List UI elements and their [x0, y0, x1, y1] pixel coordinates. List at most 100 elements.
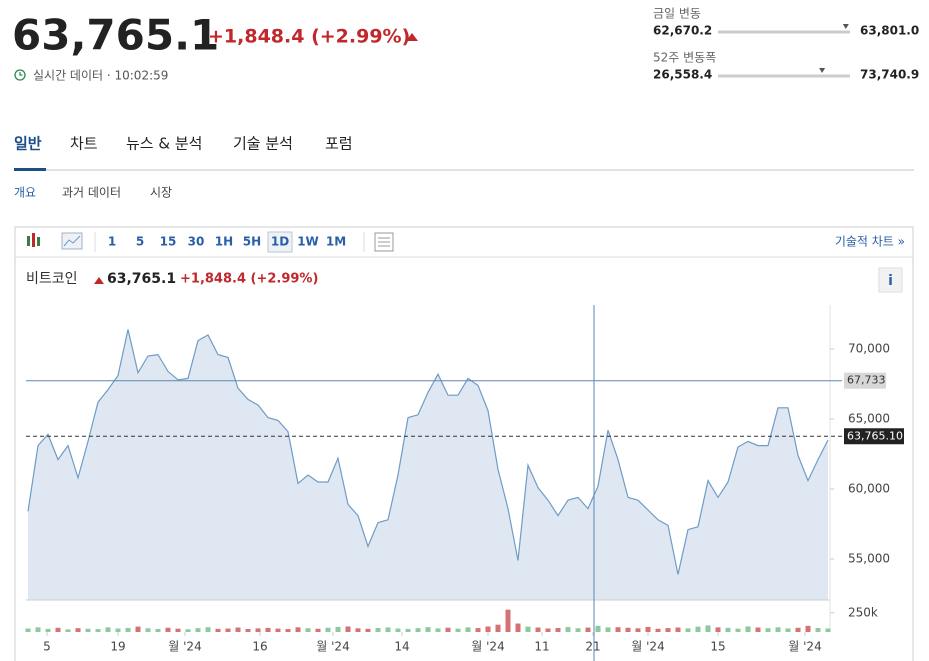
volume-bar — [275, 628, 281, 632]
instrument-name: 비트코인 — [26, 271, 78, 287]
volume-bar — [285, 629, 291, 632]
volume-bar — [765, 628, 771, 632]
y-tick-label: 70,000 — [848, 341, 890, 355]
volume-bar — [555, 628, 561, 632]
volume-bar — [815, 628, 821, 632]
info-button[interactable] — [878, 267, 903, 293]
volume-tick-label: 250k — [848, 605, 878, 619]
volume-bar — [145, 628, 151, 632]
volume-bar — [775, 627, 781, 632]
volume-bar — [185, 629, 191, 632]
subtab[interactable]: 개요 — [14, 186, 36, 200]
interval-button[interactable]: 1M — [326, 235, 346, 249]
timestamp: 실시간 데이터 · 10:02:59 — [33, 69, 168, 83]
volume-bar — [165, 627, 171, 632]
volume-bar — [265, 627, 271, 632]
tab[interactable]: 기술 분석 — [233, 135, 293, 153]
volume-bar — [335, 626, 341, 632]
table-icon-lines — [378, 237, 390, 247]
reference-label: 67,733 — [847, 374, 886, 387]
range-low: 62,670.2 — [653, 24, 712, 38]
interval-button[interactable]: 30 — [188, 235, 205, 249]
volume-bar — [475, 628, 481, 632]
volume-bar — [385, 627, 391, 632]
advanced-chart-link[interactable]: 기술적 차트 » — [835, 235, 905, 249]
y-tick-label: 55,000 — [848, 551, 890, 565]
interval-button[interactable]: 1D — [271, 235, 289, 249]
volume-bar — [645, 626, 651, 632]
volume-bar — [635, 628, 641, 632]
subtab[interactable]: 과거 데이터 — [62, 186, 121, 200]
subtab[interactable]: 시장 — [150, 186, 172, 200]
tab[interactable]: 차트 — [70, 135, 98, 153]
volume-bar — [395, 628, 401, 632]
candle-icon[interactable] — [27, 233, 40, 247]
interval-button[interactable]: 1H — [215, 235, 233, 249]
volume-bar — [425, 627, 431, 632]
volume-bar — [805, 625, 811, 632]
volume-bar — [225, 628, 231, 632]
active-tab-underline — [14, 168, 46, 171]
range-low: 26,558.4 — [653, 68, 712, 82]
volume-bar — [825, 628, 831, 632]
volume-bar — [55, 627, 61, 632]
volume-bar — [795, 627, 801, 632]
tab[interactable]: 포럼 — [325, 135, 353, 153]
volume-bar — [375, 628, 381, 632]
x-tick-label: 14 — [394, 640, 409, 654]
volume-bar — [35, 627, 41, 632]
interval-button[interactable]: 5H — [243, 235, 261, 249]
volume-bar — [485, 626, 491, 632]
interval-button[interactable]: 1W — [297, 235, 319, 249]
x-tick-label: 21 — [585, 640, 600, 654]
volume-bar — [355, 628, 361, 632]
active-interval-box — [267, 231, 293, 253]
volume-bar — [565, 627, 571, 632]
volume-bar — [305, 628, 311, 632]
volume-bar — [655, 628, 661, 632]
x-tick-label: 월 '24 — [788, 640, 821, 654]
legend-price: 63,765.1 — [107, 271, 176, 287]
interval-button[interactable]: 15 — [160, 235, 177, 249]
x-tick-label: 16 — [252, 640, 267, 654]
legend-up-arrow — [94, 277, 104, 284]
range-title: 금일 변동 — [653, 7, 701, 21]
range-marker — [842, 24, 849, 29]
y-tick-label: 60,000 — [848, 481, 890, 495]
volume-bar — [295, 627, 301, 632]
price: 63,765.1 — [12, 11, 219, 60]
volume-bar — [205, 627, 211, 632]
volume-bar — [525, 626, 531, 632]
volume-bar — [135, 626, 141, 632]
up-arrow — [406, 33, 418, 41]
area-chart-icon-line — [63, 235, 81, 247]
volume-bar — [315, 628, 321, 632]
volume-bar — [235, 627, 241, 632]
price-line — [27, 329, 829, 575]
x-tick-label: 19 — [110, 640, 125, 654]
volume-bar — [545, 628, 551, 632]
volume-bar — [715, 627, 721, 632]
volume-bar — [755, 627, 761, 632]
volume-bar — [505, 609, 511, 632]
volume-bar — [435, 628, 441, 632]
interval-button[interactable]: 1 — [108, 235, 116, 249]
volume-bar — [45, 628, 51, 632]
tab[interactable]: 뉴스 & 분석 — [126, 135, 202, 153]
area-chart-icon[interactable] — [61, 232, 83, 250]
price-area — [28, 329, 828, 600]
volume-bar — [605, 627, 611, 632]
volume-bar — [25, 628, 31, 632]
volume-bar — [515, 623, 521, 632]
volume-bar — [175, 628, 181, 632]
tab[interactable]: 일반 — [14, 135, 42, 153]
volume-bar — [105, 627, 111, 632]
volume-bar — [495, 624, 501, 632]
chart-frame — [14, 226, 914, 661]
volume-bar — [675, 627, 681, 632]
volume-bar — [785, 628, 791, 632]
info-icon[interactable]: i — [888, 273, 893, 289]
volume-bar — [445, 627, 451, 632]
interval-button[interactable]: 5 — [136, 235, 144, 249]
